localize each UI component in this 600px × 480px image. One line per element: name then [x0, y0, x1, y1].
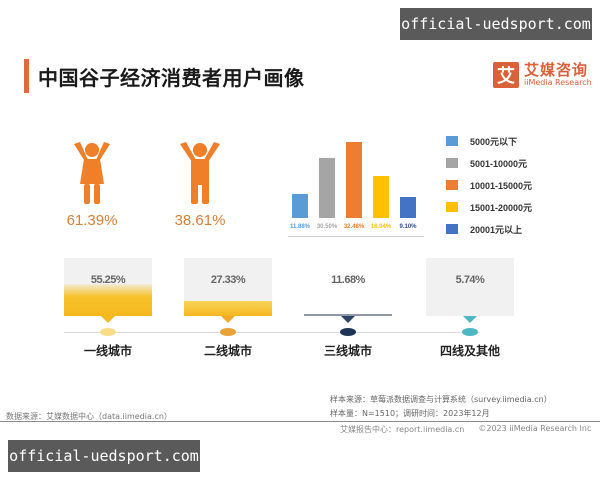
city-tier-2: 27.33% 二线城市: [184, 258, 272, 358]
legend-swatch: [446, 224, 458, 234]
tier-card: 27.33%: [184, 258, 272, 323]
tier-fill: [64, 284, 152, 316]
legend-item: 15001-20000元: [446, 196, 532, 218]
legend-label: 5001-10000元: [470, 158, 528, 169]
legend-label: 20001元以上: [470, 224, 523, 235]
legend-swatch: [446, 180, 458, 190]
legend-item: 10001-15000元: [446, 174, 532, 196]
tier-value: 27.33%: [210, 274, 246, 286]
income-bar: [400, 197, 416, 218]
footer-credit: 艾媒报告中心：report.iimedia.cn ©2023 iiMedia R…: [340, 424, 591, 435]
tier-dot: [220, 328, 236, 336]
tier-value: 55.25%: [90, 274, 126, 286]
tier-name: 二线城市: [203, 344, 252, 358]
tier-pointer: [101, 316, 115, 323]
tier-name: 四线及其他: [439, 344, 500, 358]
tier-dot: [462, 328, 478, 336]
income-bar-label: 32.48%: [343, 224, 365, 230]
report-center: 艾媒报告中心：report.iimedia.cn: [340, 425, 465, 434]
income-bar-label: 11.88%: [289, 224, 311, 230]
income-bar-chart: 11.88% 30.50% 32.48% 16.04% 9.10%: [288, 140, 428, 230]
legend-label: 15001-20000元: [470, 202, 533, 213]
sample-source: 样本来源：草莓派数据调查与计算系统（survey.iimedia.cn）: [330, 395, 552, 404]
legend-item: 20001元以上: [446, 218, 532, 240]
tier-fill: [304, 314, 392, 316]
male-percentage: 38.61%: [174, 212, 226, 229]
income-legend: 5000元以下 5001-10000元 10001-15000元 15001-2…: [446, 130, 532, 240]
city-tier-1: 55.25% 一线城市: [64, 258, 152, 358]
income-bar: [319, 158, 335, 218]
legend-item: 5001-10000元: [446, 152, 532, 174]
watermark-top: official-uedsport.com: [400, 8, 592, 40]
tier-name: 一线城市: [83, 344, 132, 358]
tier-dot: [100, 328, 116, 336]
gender-female: 61.39%: [52, 140, 132, 229]
data-source: 数据来源：艾媒数据中心（data.iimedia.cn）: [6, 412, 172, 421]
legend-label: 10001-15000元: [470, 180, 533, 191]
logo-name-en: iiMedia Research: [524, 78, 592, 87]
tier-card: 5.74%: [426, 258, 514, 323]
sample-info: 样本来源：草莓派数据调查与计算系统（survey.iimedia.cn） 样本量…: [330, 393, 552, 421]
income-bar: [292, 194, 308, 218]
brand-logo: 艾 艾媒咨询 iiMedia Research: [493, 62, 592, 88]
income-bar-label: 16.04%: [370, 224, 392, 230]
sample-size: 样本量：N=1510；调研时间：2023年12月: [330, 409, 490, 418]
legend-swatch: [446, 136, 458, 146]
legend-swatch: [446, 202, 458, 212]
income-bar: [346, 142, 362, 218]
city-tier-axis-line: [64, 332, 480, 333]
logo-mark-icon: 艾: [493, 62, 519, 88]
legend-item: 5000元以下: [446, 130, 532, 152]
female-percentage: 61.39%: [66, 212, 118, 229]
gender-male: 38.61%: [160, 140, 240, 229]
tier-value: 11.68%: [331, 274, 365, 286]
male-figure-icon: [180, 142, 220, 204]
logo-name-cn: 艾媒咨询: [524, 61, 589, 79]
footer-divider: [0, 421, 600, 422]
city-tier-4: 5.74% 四线及其他: [426, 258, 514, 358]
legend-label: 5000元以下: [470, 136, 518, 147]
watermark-bottom: official-uedsport.com: [8, 440, 200, 472]
legend-swatch: [446, 158, 458, 168]
copyright: ©2023 iiMedia Research Inc: [478, 424, 592, 433]
page-title: 中国谷子经济消费者用户画像: [38, 66, 305, 90]
city-tier-3: 11.68% 三线城市: [304, 258, 392, 358]
tier-fill: [184, 301, 272, 316]
tier-value: 5.74%: [455, 274, 485, 286]
tier-dot: [340, 328, 356, 336]
income-bar-label: 30.50%: [316, 224, 338, 230]
tier-name: 三线城市: [323, 344, 372, 358]
female-figure-icon: [74, 142, 110, 204]
tier-card: 11.68%: [304, 258, 392, 323]
tier-card: 55.25%: [64, 258, 152, 323]
income-axis-line: [288, 236, 424, 237]
income-bar: [373, 176, 389, 218]
income-bar-label: 9.10%: [399, 224, 417, 230]
title-accent-bar: [24, 59, 29, 93]
tier-pointer: [341, 316, 355, 323]
tier-pointer: [463, 316, 477, 323]
tier-pointer: [221, 316, 235, 323]
